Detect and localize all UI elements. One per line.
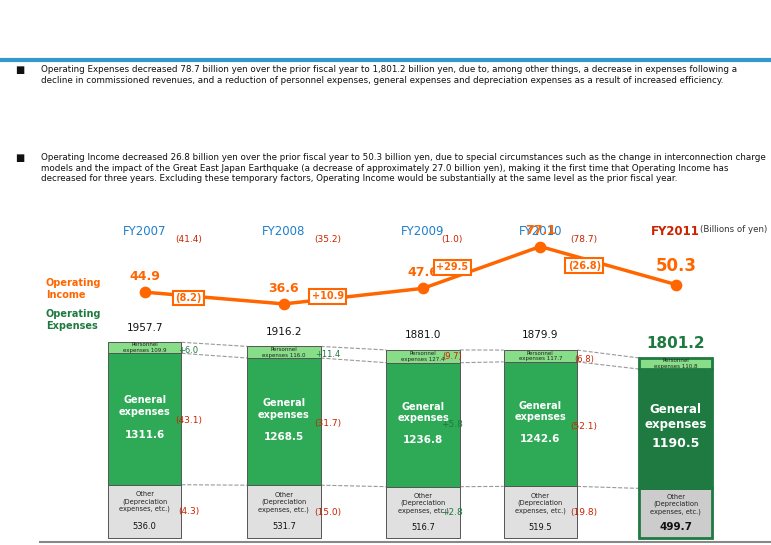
Text: (26.8): (26.8) — [567, 261, 601, 270]
Text: (52.1): (52.1) — [571, 422, 598, 431]
Text: 536.0: 536.0 — [133, 522, 157, 531]
Text: (35.2): (35.2) — [315, 235, 342, 244]
Text: Operating Expenses decreased 78.7 billion yen over the prior fiscal year to 1,80: Operating Expenses decreased 78.7 billio… — [42, 65, 737, 85]
FancyBboxPatch shape — [386, 487, 460, 538]
Text: (6.8): (6.8) — [574, 355, 594, 364]
FancyBboxPatch shape — [503, 362, 577, 486]
Point — [534, 242, 547, 251]
Text: (15.0): (15.0) — [315, 508, 342, 517]
Text: 1879.9: 1879.9 — [522, 330, 558, 340]
Point — [139, 288, 151, 296]
Point — [669, 280, 682, 289]
Text: Other
(Depreciation
expenses, etc.): Other (Depreciation expenses, etc.) — [258, 492, 309, 513]
FancyBboxPatch shape — [386, 350, 460, 363]
Text: (41.4): (41.4) — [175, 235, 202, 244]
FancyBboxPatch shape — [503, 350, 577, 362]
Text: FY2011: FY2011 — [651, 225, 700, 238]
Text: (31.7): (31.7) — [315, 419, 342, 428]
Text: FY2009: FY2009 — [402, 225, 445, 238]
Point — [278, 300, 290, 308]
Point — [417, 284, 429, 293]
Text: (1.0): (1.0) — [442, 235, 463, 244]
Text: Operating
Income: Operating Income — [46, 278, 101, 300]
FancyBboxPatch shape — [108, 353, 181, 485]
Text: Personnel
expenses 117.7: Personnel expenses 117.7 — [519, 350, 562, 361]
Text: Personnel
expenses 127.4: Personnel expenses 127.4 — [402, 351, 445, 362]
FancyBboxPatch shape — [639, 369, 712, 488]
Text: 1801.2: 1801.2 — [646, 336, 705, 351]
Text: 1311.6: 1311.6 — [125, 430, 165, 440]
Text: 1957.7: 1957.7 — [126, 323, 163, 332]
Text: Personnel
expenses 109.9: Personnel expenses 109.9 — [123, 342, 167, 353]
Text: (19.8): (19.8) — [571, 508, 598, 517]
FancyBboxPatch shape — [247, 347, 321, 358]
Text: Other
(Depreciation
expenses, etc.): Other (Depreciation expenses, etc.) — [515, 493, 566, 513]
Text: General
expenses: General expenses — [514, 401, 566, 422]
FancyBboxPatch shape — [639, 488, 712, 538]
Text: 1881.0: 1881.0 — [405, 330, 441, 340]
Text: 77.1: 77.1 — [525, 225, 556, 238]
Text: 519.5: 519.5 — [528, 523, 552, 531]
Text: ■: ■ — [15, 153, 25, 164]
Text: 44.9: 44.9 — [130, 270, 160, 283]
Text: FY2007: FY2007 — [123, 225, 167, 238]
Text: General
expenses: General expenses — [645, 403, 707, 431]
FancyBboxPatch shape — [386, 363, 460, 487]
Text: 1242.6: 1242.6 — [520, 434, 561, 444]
FancyBboxPatch shape — [247, 485, 321, 538]
Text: (78.7): (78.7) — [571, 235, 598, 244]
Text: (43.1): (43.1) — [175, 416, 202, 425]
Text: Personnel
expenses 116.0: Personnel expenses 116.0 — [262, 347, 305, 358]
Text: Other
(Depreciation
expenses, etc.): Other (Depreciation expenses, etc.) — [120, 492, 170, 512]
Text: 50.3: 50.3 — [655, 257, 696, 275]
Text: 36.6: 36.6 — [268, 282, 299, 295]
Text: 1236.8: 1236.8 — [403, 434, 443, 445]
Text: Other
(Depreciation
expenses, etc.): Other (Depreciation expenses, etc.) — [398, 493, 449, 514]
Text: +2.8: +2.8 — [442, 508, 463, 517]
Text: General
expenses: General expenses — [397, 402, 449, 423]
FancyBboxPatch shape — [639, 358, 712, 369]
Text: General
expenses: General expenses — [258, 398, 310, 420]
Text: 499.7: 499.7 — [659, 523, 692, 532]
Text: (8.2): (8.2) — [176, 293, 202, 303]
Text: (4.3): (4.3) — [178, 507, 200, 516]
Text: +11.4: +11.4 — [315, 350, 341, 359]
Text: (Billions of yen): (Billions of yen) — [700, 225, 767, 234]
Text: 1916.2: 1916.2 — [266, 326, 302, 337]
Text: Operating
Expenses: Operating Expenses — [46, 309, 101, 331]
Text: (9.7): (9.7) — [443, 352, 463, 361]
FancyBboxPatch shape — [108, 342, 181, 353]
Text: FY2010: FY2010 — [519, 225, 562, 238]
Text: 516.7: 516.7 — [411, 523, 435, 531]
Text: FY2008: FY2008 — [262, 225, 305, 238]
Text: 47.6: 47.6 — [408, 266, 439, 279]
Text: +5.8: +5.8 — [442, 420, 463, 429]
FancyBboxPatch shape — [108, 485, 181, 538]
Text: ■: ■ — [15, 65, 25, 75]
Text: 1190.5: 1190.5 — [651, 437, 700, 450]
Text: 1268.5: 1268.5 — [264, 432, 304, 442]
Text: Operating Income decreased 26.8 billion yen over the prior fiscal year to 50.3 b: Operating Income decreased 26.8 billion … — [42, 153, 766, 183]
FancyBboxPatch shape — [503, 486, 577, 538]
Text: +6.0: +6.0 — [179, 346, 199, 354]
Text: Personnel
expenses 110.8: Personnel expenses 110.8 — [654, 358, 698, 369]
Text: Other
(Depreciation
expenses, etc.): Other (Depreciation expenses, etc.) — [651, 494, 701, 515]
Text: +29.5: +29.5 — [436, 263, 469, 272]
FancyBboxPatch shape — [247, 358, 321, 485]
Text: General
expenses: General expenses — [119, 395, 170, 417]
Text: 531.7: 531.7 — [272, 522, 296, 531]
Text: +10.9: +10.9 — [311, 291, 344, 301]
